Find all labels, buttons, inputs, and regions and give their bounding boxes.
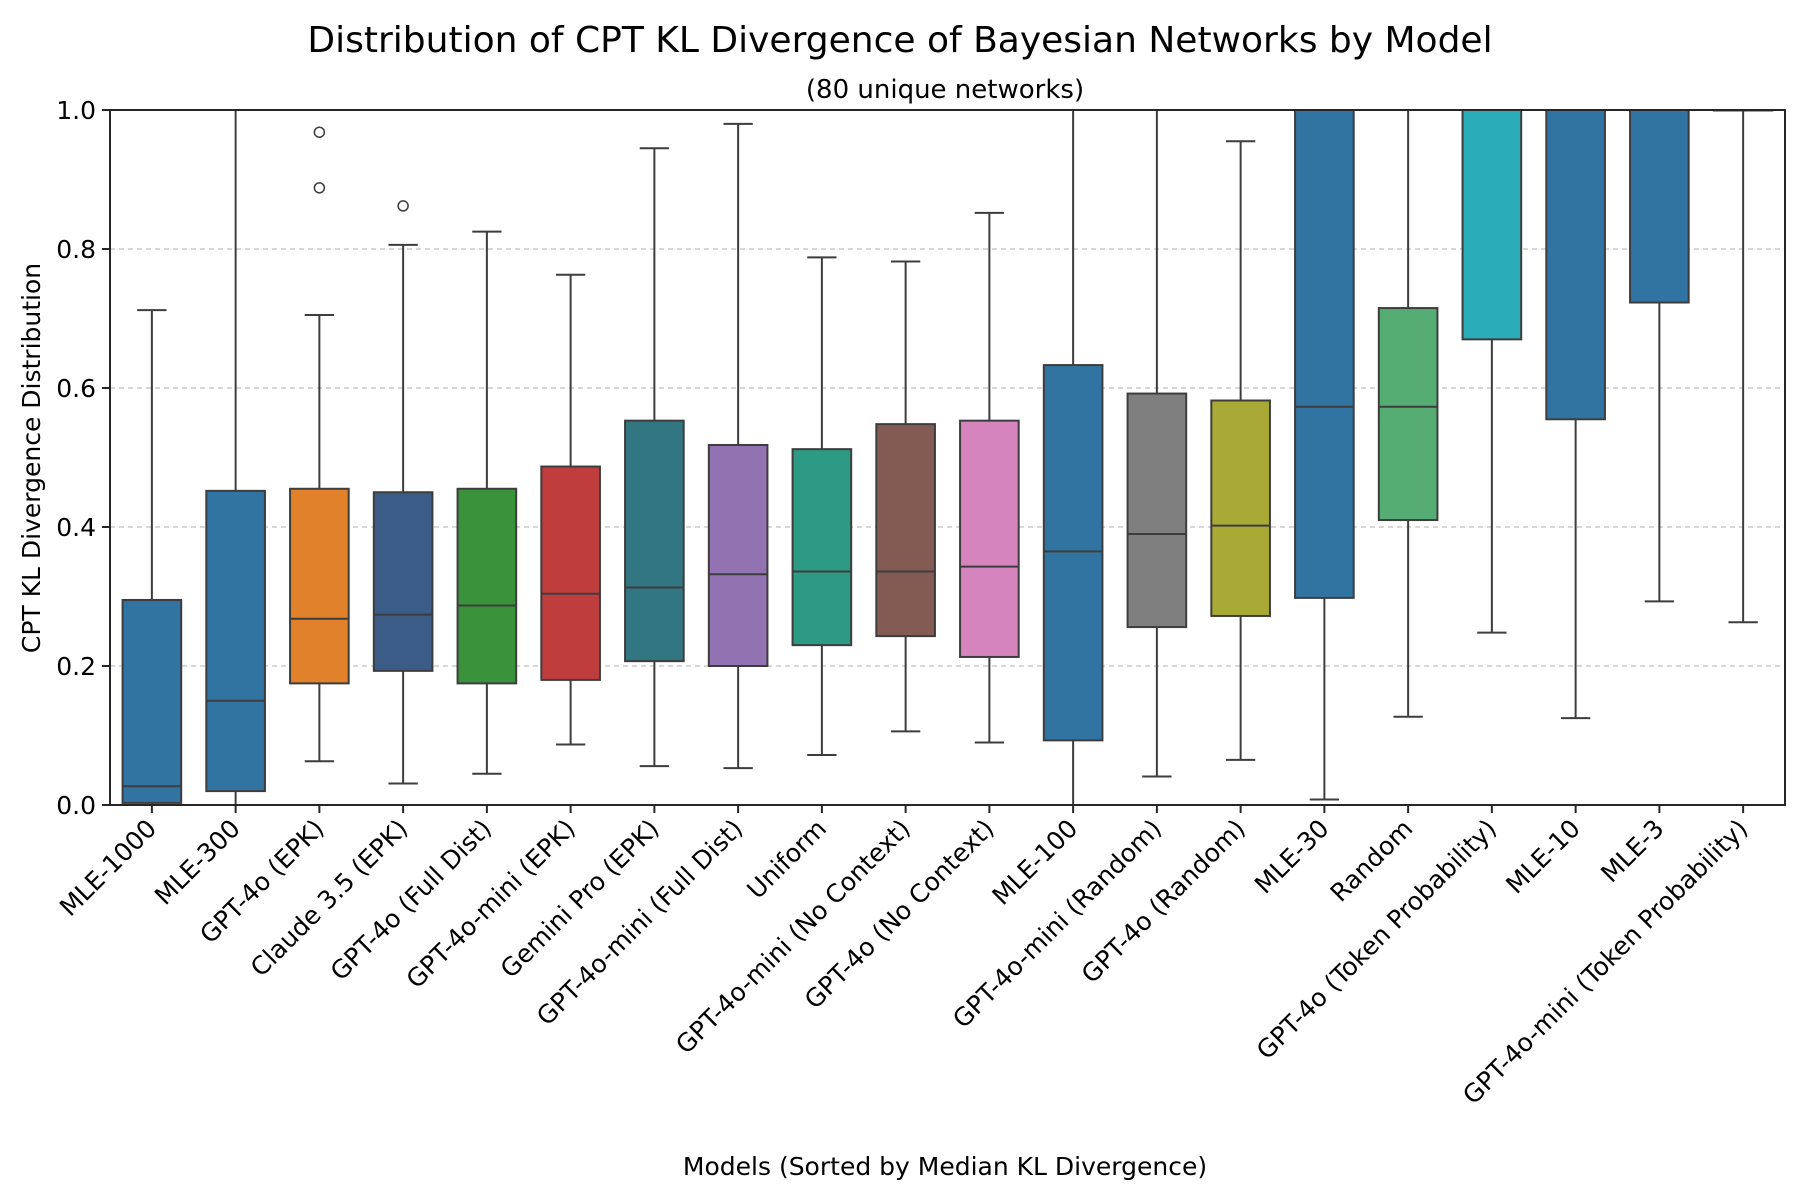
y-tick-label: 0.0 bbox=[56, 791, 96, 820]
box-group bbox=[1712, 109, 1774, 624]
x-tick-label: Claude 3.5 (EPK) bbox=[245, 814, 413, 982]
box-iqr bbox=[624, 419, 685, 663]
box-iqr bbox=[875, 423, 936, 638]
box-group bbox=[1629, 109, 1690, 603]
box-group bbox=[791, 256, 853, 756]
box-group bbox=[1294, 109, 1355, 801]
box-iqr bbox=[1126, 392, 1188, 629]
outlier-point bbox=[397, 200, 409, 212]
box-group bbox=[121, 309, 183, 806]
box-iqr bbox=[959, 419, 1020, 658]
y-axis-label: CPT KL Divergence Distribution bbox=[17, 263, 46, 653]
box-iqr bbox=[456, 487, 518, 685]
box-iqr bbox=[1042, 364, 1104, 742]
box-iqr bbox=[791, 448, 853, 647]
box-group bbox=[1461, 109, 1523, 634]
box-group bbox=[1210, 140, 1271, 761]
box-group bbox=[289, 126, 350, 763]
x-axis-label: Models (Sorted by Median KL Divergence) bbox=[683, 1152, 1207, 1181]
box-group bbox=[456, 230, 518, 775]
box-group bbox=[1042, 109, 1104, 806]
box-group bbox=[1545, 109, 1606, 720]
box-group bbox=[624, 147, 685, 768]
box-group bbox=[540, 273, 601, 746]
box-iqr bbox=[1210, 399, 1271, 617]
x-tick-label: Gemini Pro (EPK) bbox=[495, 814, 665, 984]
outlier-point bbox=[313, 126, 326, 138]
y-tick-label: 1.0 bbox=[56, 96, 96, 125]
grid-lines bbox=[110, 248, 1785, 667]
chart-subtitle: (80 unique networks) bbox=[806, 75, 1084, 105]
x-tick-label: MLE-1000 bbox=[54, 814, 162, 922]
box-group bbox=[707, 122, 769, 770]
y-tick-label: 0.2 bbox=[56, 652, 96, 681]
box-iqr bbox=[372, 491, 434, 672]
plot-frame bbox=[109, 109, 1786, 806]
box-iqr bbox=[205, 489, 266, 793]
box-iqr bbox=[1377, 307, 1439, 522]
outlier-point bbox=[313, 182, 326, 194]
box-iqr bbox=[289, 487, 350, 685]
x-tick-label: GPT-4o (Full Dist) bbox=[325, 814, 497, 986]
box-group bbox=[959, 211, 1020, 744]
box-iqr bbox=[1629, 109, 1690, 304]
box-iqr bbox=[121, 598, 183, 804]
x-tick-label: MLE-10 bbox=[1500, 814, 1586, 900]
box-iqr bbox=[1545, 109, 1606, 421]
box-group bbox=[372, 200, 434, 785]
x-tick-label: MLE-30 bbox=[1249, 814, 1335, 900]
x-tick-label: GPT-4o (Random) bbox=[1076, 814, 1251, 989]
x-tick-label: MLE-3 bbox=[1595, 814, 1669, 888]
box-iqr bbox=[1294, 109, 1355, 599]
box-iqr bbox=[540, 465, 601, 681]
box-group bbox=[875, 260, 936, 733]
box-series bbox=[121, 109, 1774, 806]
y-axis: 0.0 0.2 0.4 0.6 0.8 1.0 bbox=[56, 96, 110, 820]
y-tick-label: 0.8 bbox=[56, 235, 96, 264]
box-iqr bbox=[707, 443, 769, 667]
chart-title: Distribution of CPT KL Divergence of Bay… bbox=[307, 20, 1492, 61]
box-group bbox=[1126, 109, 1188, 778]
box-iqr bbox=[1461, 109, 1523, 341]
box-group bbox=[1377, 109, 1439, 718]
box-group bbox=[205, 109, 266, 806]
y-tick-label: 0.4 bbox=[56, 513, 96, 542]
y-tick-label: 0.6 bbox=[56, 374, 96, 403]
